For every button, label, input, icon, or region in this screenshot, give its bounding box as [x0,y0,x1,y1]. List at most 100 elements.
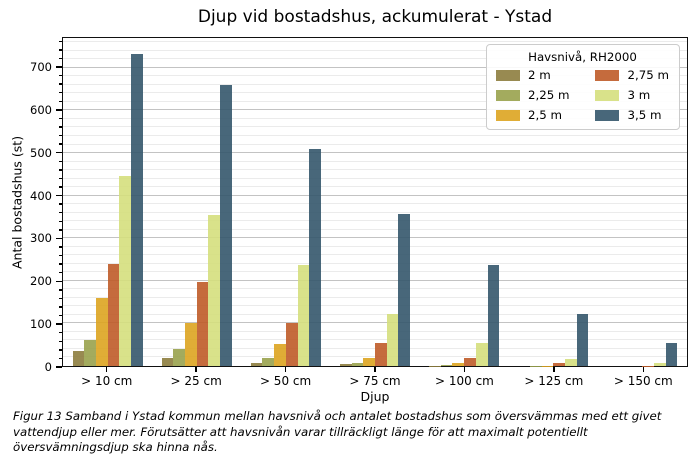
y-tick-mark [58,169,62,171]
y-tick-mark [58,160,62,162]
legend-label: 3,5 m [627,108,662,122]
x-axis: > 10 cm > 25 cm > 50 cm > 75 cm > 100 cm > 12… [62,367,688,389]
legend-swatch [595,89,620,101]
chart-title: Djup vid bostadshus, ackumulerat - Ystad [197,7,553,27]
major-gridline [63,322,687,324]
minor-gridline [63,296,687,298]
bar-group [420,38,509,366]
x-tick-mark [642,367,644,372]
minor-gridline [63,160,687,162]
x-tick-label: > 10 cm [81,374,133,388]
y-tick-mark [58,49,62,51]
minor-gridline [63,169,687,171]
minor-gridline [63,143,687,145]
bar [553,363,565,366]
minor-gridline [63,49,687,51]
bar [654,363,666,366]
y-tick-mark [58,203,62,205]
bar [95,297,108,366]
minor-gridline [63,41,687,43]
minor-gridline [63,330,687,332]
y-tick-mark [58,143,62,145]
bar [464,358,476,366]
legend-item: 3,5 m [595,108,669,122]
bar [564,358,577,366]
bar-group [330,38,419,366]
bar [374,343,387,366]
major-gridline [63,279,687,281]
minor-gridline [63,186,687,188]
bar [665,342,678,366]
legend-item: 2 m [495,68,570,82]
bar [452,363,465,366]
x-tick-label: > 150 cm [613,374,673,388]
bar [285,323,298,366]
y-tick-mark [58,220,62,222]
minor-gridline [63,228,687,230]
y-tick-mark [58,83,62,85]
y-tick-mark [56,237,62,240]
legend-item: 3 m [595,88,669,102]
y-tick-mark [58,74,62,77]
y-tick-mark [58,272,62,274]
y-tick-mark [58,357,62,360]
y-tick-mark [58,186,62,188]
y-tick-mark [58,297,62,300]
minor-gridline [63,100,687,102]
minor-gridline [63,83,687,85]
minor-gridline [63,245,687,247]
y-tick-mark [58,100,62,102]
bar [351,363,364,366]
legend-label: 2,25 m [527,88,570,102]
minor-gridline [63,220,687,222]
legend-label: 2 m [527,68,551,82]
bar [208,214,221,366]
plot-area: Havsnivå, RH2000 2 m 2,25 m 2,5 m 2,75 m 3 m… [62,37,688,367]
bar [339,364,352,366]
x-tick-mark [106,367,108,372]
y-tick-label: 0 [44,360,52,374]
minor-gridline [63,313,687,315]
bar [220,84,232,366]
legend-swatch [595,69,620,81]
legend-column: 2 m 2,25 m 2,5 m [495,68,570,122]
y-tick-mark [58,92,62,94]
y-tick-mark [58,229,62,231]
y-tick-mark [58,212,62,214]
bar [173,348,186,366]
minor-gridline [63,126,687,128]
bar [107,263,120,366]
major-gridline [63,194,687,196]
bar [475,342,488,366]
x-tick-mark [284,367,287,372]
legend-label: 3 m [627,88,651,102]
legend-item: 2,25 m [495,88,570,102]
minor-gridline [63,305,687,307]
y-tick-mark [56,280,62,282]
legend: Havsnivå, RH2000 2 m 2,25 m 2,5 m 2,75 m 3 m… [485,44,680,130]
bar [119,176,131,366]
minor-gridline [63,288,687,290]
bar [185,323,197,366]
bar [386,313,399,366]
y-tick-mark [58,134,62,137]
y-tick-label: 700 [30,60,52,74]
bar [363,358,375,366]
y-tick-mark [58,340,62,342]
y-tick-mark [58,126,62,128]
bar-group [63,38,152,366]
minor-gridline [63,58,687,60]
x-tick-label: > 50 cm [259,374,312,388]
bar [487,265,500,366]
y-tick-mark [56,152,62,154]
minor-gridline [63,92,687,94]
minor-gridline [63,339,687,341]
y-tick-mark [58,306,62,308]
legend-title: Havsnivå, RH2000 [528,50,637,64]
bar [274,343,286,366]
legend-item: 2,5 m [495,108,570,122]
y-tick-label: 600 [30,102,52,117]
legend-swatch [595,109,620,121]
x-tick-mark [374,367,376,372]
